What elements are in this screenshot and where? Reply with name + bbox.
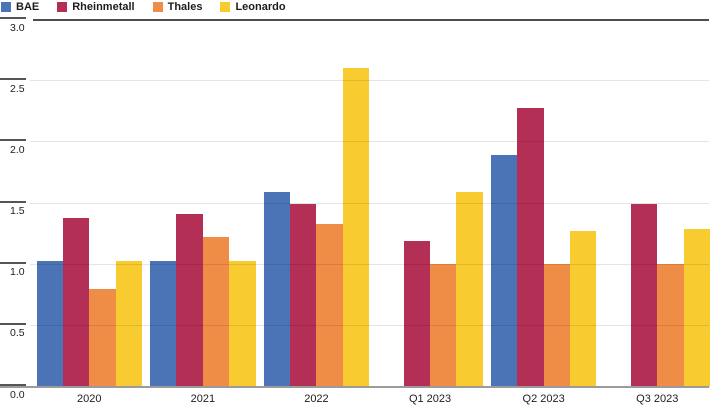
y-axis-tick-label: 2.0 [10,143,25,156]
bar-thales-2022 [316,223,343,387]
y-gridline [30,141,709,143]
y-gridline [30,324,709,326]
bar-group-q2-2023 [490,20,597,387]
bar-slot [657,20,684,387]
legend-label: Leonardo [235,1,286,13]
legend-item-leonardo: Leonardo [220,1,286,13]
x-axis-label-2022: 2022 [304,393,329,405]
bar-leonardo-2020 [115,260,142,387]
y-axis-tick [0,78,26,81]
bar-group-2021 [150,20,256,387]
bar-slot [543,20,571,387]
legend-item-bae: BAE [1,1,39,13]
bar-rheinmetall-q1-2023 [403,240,431,387]
bar-slot [150,20,177,387]
bar-slot [630,20,658,387]
bar-leonardo-q2-2023 [570,231,597,387]
x-axis-baseline [0,385,709,388]
y-axis-tick [0,261,26,264]
bar-group-q3-2023 [605,20,710,387]
y-axis-tick-label: 0.0 [10,388,25,401]
bar-thales-q1-2023 [430,264,457,387]
y-axis-tick-label: 3.0 [10,21,25,34]
bar-slot [89,20,116,387]
bar-slot [456,20,483,387]
legend-item-thales: Thales [152,1,203,13]
legend-item-rheinmetall: Rheinmetall [57,1,135,13]
bar-rheinmetall-q3-2023 [630,204,658,387]
bar-thales-2021 [202,237,230,387]
bar-slot [316,20,343,387]
bar-rheinmetall-q2-2023 [517,107,544,387]
bar-bae-q2-2023 [490,155,518,387]
bar-slot [570,20,597,387]
bar-bae-2021 [150,260,177,387]
bar-leonardo-q1-2023 [456,192,483,387]
bar-slot [115,20,142,387]
bar-thales-q2-2023 [543,264,571,387]
bar-slot [62,20,90,387]
x-axis-label-2021: 2021 [190,393,216,405]
y-gridline [33,18,709,21]
legend-swatch-icon [1,2,11,12]
x-axis-label-q3-2023: Q3 2023 [636,393,679,405]
bar-leonardo-q3-2023 [683,228,710,387]
y-axis-tick-label: 2.5 [10,82,25,95]
bar-leonardo-2022 [342,68,370,387]
bar-group-2022 [263,20,370,387]
legend-label: BAE [16,1,40,13]
legend-label: Rheinmetall [72,1,135,13]
bar-slot [403,20,431,387]
y-axis-tick [0,139,26,142]
x-axis-label-2020: 2020 [77,393,102,405]
legend-swatch-icon [57,2,68,12]
bar-group-2020 [36,20,142,387]
bar-group-q1-2023 [377,20,483,387]
y-axis-tick [0,17,26,19]
x-axis-label-q1-2023: Q1 2023 [408,393,452,405]
bar-bae-2022 [263,192,291,387]
bar-rheinmetall-2022 [290,204,317,387]
bar-slot [430,20,457,387]
bar-slot [202,20,230,387]
y-axis-tick [0,200,26,203]
y-gridline [30,80,709,82]
bar-slot [229,20,256,387]
y-axis-tick [0,384,26,386]
bar-rheinmetall-2021 [176,214,203,387]
bar-rheinmetall-2020 [62,217,90,387]
bar-slot [176,20,203,387]
legend-label: Thales [167,1,203,13]
legend-swatch-icon [220,2,231,12]
bar-slot [517,20,544,387]
bar-slot [263,20,291,387]
bar-slot [342,20,370,387]
bar-leonardo-2021 [229,260,256,387]
legend-swatch-icon [152,2,163,12]
bar-slot [36,20,63,387]
bar-thales-2020 [89,288,116,387]
y-axis-tick [0,322,26,325]
chart-legend: BAE Rheinmetall Thales Leonardo [1,1,286,13]
bar-slot [683,20,710,387]
y-gridline [30,202,709,204]
y-axis-tick-label: 0.5 [10,327,25,340]
y-gridline [30,263,709,265]
bar-thales-q3-2023 [657,264,684,387]
y-axis-tick-label: 1.0 [10,266,25,279]
bar-slot [490,20,518,387]
x-axis-label-q2-2023: Q2 2023 [522,393,565,405]
bar-bae-2020 [36,260,63,387]
y-axis-tick-label: 1.5 [10,205,25,217]
bar-slot [290,20,317,387]
